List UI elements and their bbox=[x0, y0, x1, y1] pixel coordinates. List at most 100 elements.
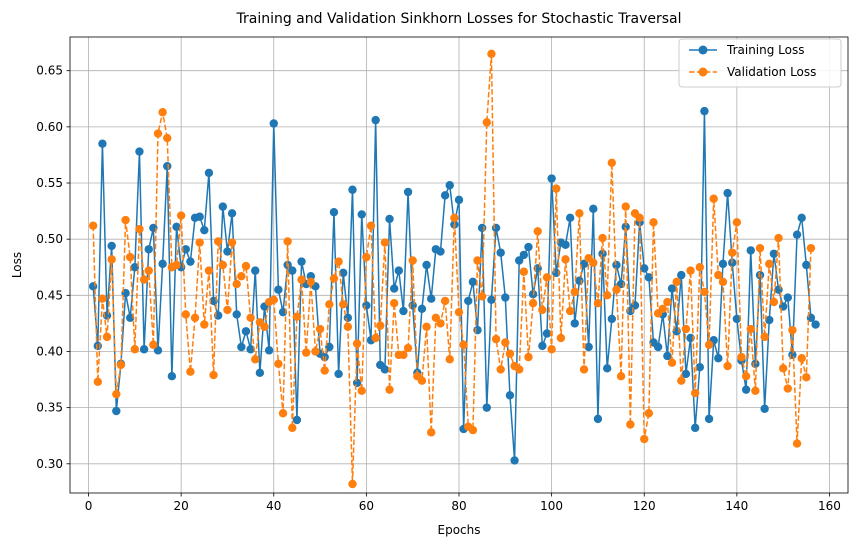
training-loss-point bbox=[510, 456, 519, 465]
training-loss-point bbox=[292, 415, 302, 425]
validation-loss-point bbox=[209, 370, 218, 380]
validation-loss-point bbox=[598, 233, 607, 243]
validation-loss-point bbox=[237, 272, 246, 281]
y-axis-label: Loss bbox=[10, 252, 24, 278]
validation-loss-point bbox=[306, 277, 316, 287]
training-loss-point bbox=[598, 249, 607, 258]
validation-loss-point bbox=[778, 364, 788, 373]
training-loss-point bbox=[399, 306, 408, 316]
validation-loss-point bbox=[765, 259, 774, 269]
x-tick-label: 140 bbox=[725, 499, 748, 513]
training-loss-point bbox=[723, 188, 732, 198]
validation-loss-point bbox=[491, 334, 501, 344]
validation-loss-point bbox=[399, 350, 408, 360]
validation-loss-point bbox=[607, 158, 617, 167]
validation-loss-point bbox=[487, 49, 496, 59]
training-loss-point bbox=[482, 403, 491, 412]
training-loss-point bbox=[565, 213, 575, 223]
validation-loss-point bbox=[445, 355, 454, 364]
validation-loss-point bbox=[288, 423, 297, 433]
x-axis-label: Epochs bbox=[438, 523, 481, 537]
x-tick-label: 160 bbox=[818, 499, 841, 513]
validation-loss-point bbox=[723, 361, 732, 371]
training-loss-point bbox=[811, 320, 820, 329]
training-loss-point bbox=[732, 314, 742, 324]
validation-loss-point bbox=[524, 352, 533, 362]
validation-loss-point bbox=[274, 359, 283, 369]
validation-loss-point bbox=[575, 209, 584, 218]
validation-loss-point bbox=[677, 376, 686, 385]
validation-loss-point bbox=[139, 275, 149, 284]
training-loss-point bbox=[139, 345, 149, 354]
validation-loss-point bbox=[802, 373, 811, 382]
training-loss-point bbox=[320, 352, 329, 362]
training-loss-point bbox=[288, 266, 297, 275]
y-tick-label: 0.55 bbox=[36, 176, 63, 190]
validation-loss-point bbox=[329, 274, 339, 283]
validation-loss-point bbox=[760, 332, 769, 342]
training-loss-point bbox=[436, 247, 445, 256]
training-loss-point bbox=[107, 241, 116, 251]
validation-loss-point bbox=[107, 255, 116, 264]
x-tick-label: 60 bbox=[359, 499, 374, 513]
training-loss-point bbox=[403, 187, 413, 197]
training-loss-point bbox=[135, 147, 144, 156]
training-loss-point bbox=[334, 369, 343, 379]
training-loss-point bbox=[667, 284, 677, 293]
training-loss-point bbox=[718, 259, 728, 269]
training-loss-point bbox=[621, 222, 630, 232]
training-loss-point bbox=[357, 210, 366, 219]
training-loss-point bbox=[98, 139, 107, 148]
x-ticks: 0 20 40 60 80 100 120 140 160 bbox=[85, 493, 841, 513]
validation-loss-point bbox=[788, 325, 797, 335]
validation-loss-point bbox=[561, 255, 570, 264]
training-loss-point bbox=[348, 185, 357, 194]
x-tick-label: 100 bbox=[540, 499, 563, 513]
training-loss-point bbox=[454, 195, 464, 205]
validation-loss-point bbox=[389, 298, 399, 308]
training-loss-point bbox=[561, 240, 570, 249]
validation-loss-point bbox=[797, 354, 806, 363]
validation-loss-point bbox=[241, 261, 251, 271]
training-loss-point bbox=[264, 346, 274, 355]
training-loss-point bbox=[792, 230, 802, 239]
training-loss-point bbox=[579, 259, 589, 269]
training-loss-point bbox=[695, 363, 705, 372]
validation-loss-point bbox=[658, 304, 667, 313]
validation-loss-point bbox=[227, 238, 237, 247]
validation-loss-point bbox=[121, 215, 130, 225]
validation-loss-point bbox=[112, 389, 121, 399]
validation-loss-point bbox=[635, 213, 644, 223]
validation-loss-point bbox=[301, 348, 311, 357]
validation-loss-point bbox=[283, 237, 292, 246]
training-loss-point bbox=[783, 293, 792, 302]
validation-loss-point bbox=[737, 352, 746, 362]
validation-loss-point bbox=[732, 218, 742, 227]
validation-loss-point bbox=[746, 324, 755, 334]
training-loss-point bbox=[329, 208, 339, 217]
series-layer bbox=[88, 49, 820, 489]
training-loss-point bbox=[802, 260, 811, 270]
training-loss-point bbox=[755, 270, 765, 280]
training-loss-point bbox=[769, 249, 779, 258]
training-loss-point bbox=[153, 346, 163, 355]
validation-loss-point bbox=[218, 260, 228, 270]
training-loss-point bbox=[797, 213, 806, 223]
validation-loss-point bbox=[440, 296, 450, 306]
training-loss-point bbox=[251, 266, 260, 275]
validation-loss-point bbox=[616, 371, 626, 381]
validation-loss-point bbox=[366, 221, 376, 230]
validation-loss-point bbox=[709, 194, 718, 203]
training-loss-point bbox=[167, 371, 177, 381]
validation-loss-point bbox=[380, 238, 390, 247]
training-loss-point bbox=[269, 119, 278, 128]
validation-loss-point bbox=[621, 202, 630, 211]
validation-loss-point bbox=[459, 340, 468, 349]
validation-loss-point bbox=[260, 322, 269, 331]
y-tick-label: 0.65 bbox=[36, 64, 63, 78]
validation-loss-point bbox=[644, 409, 654, 418]
validation-loss-point bbox=[695, 263, 705, 272]
validation-loss-point bbox=[570, 287, 579, 297]
legend-box bbox=[678, 38, 842, 88]
